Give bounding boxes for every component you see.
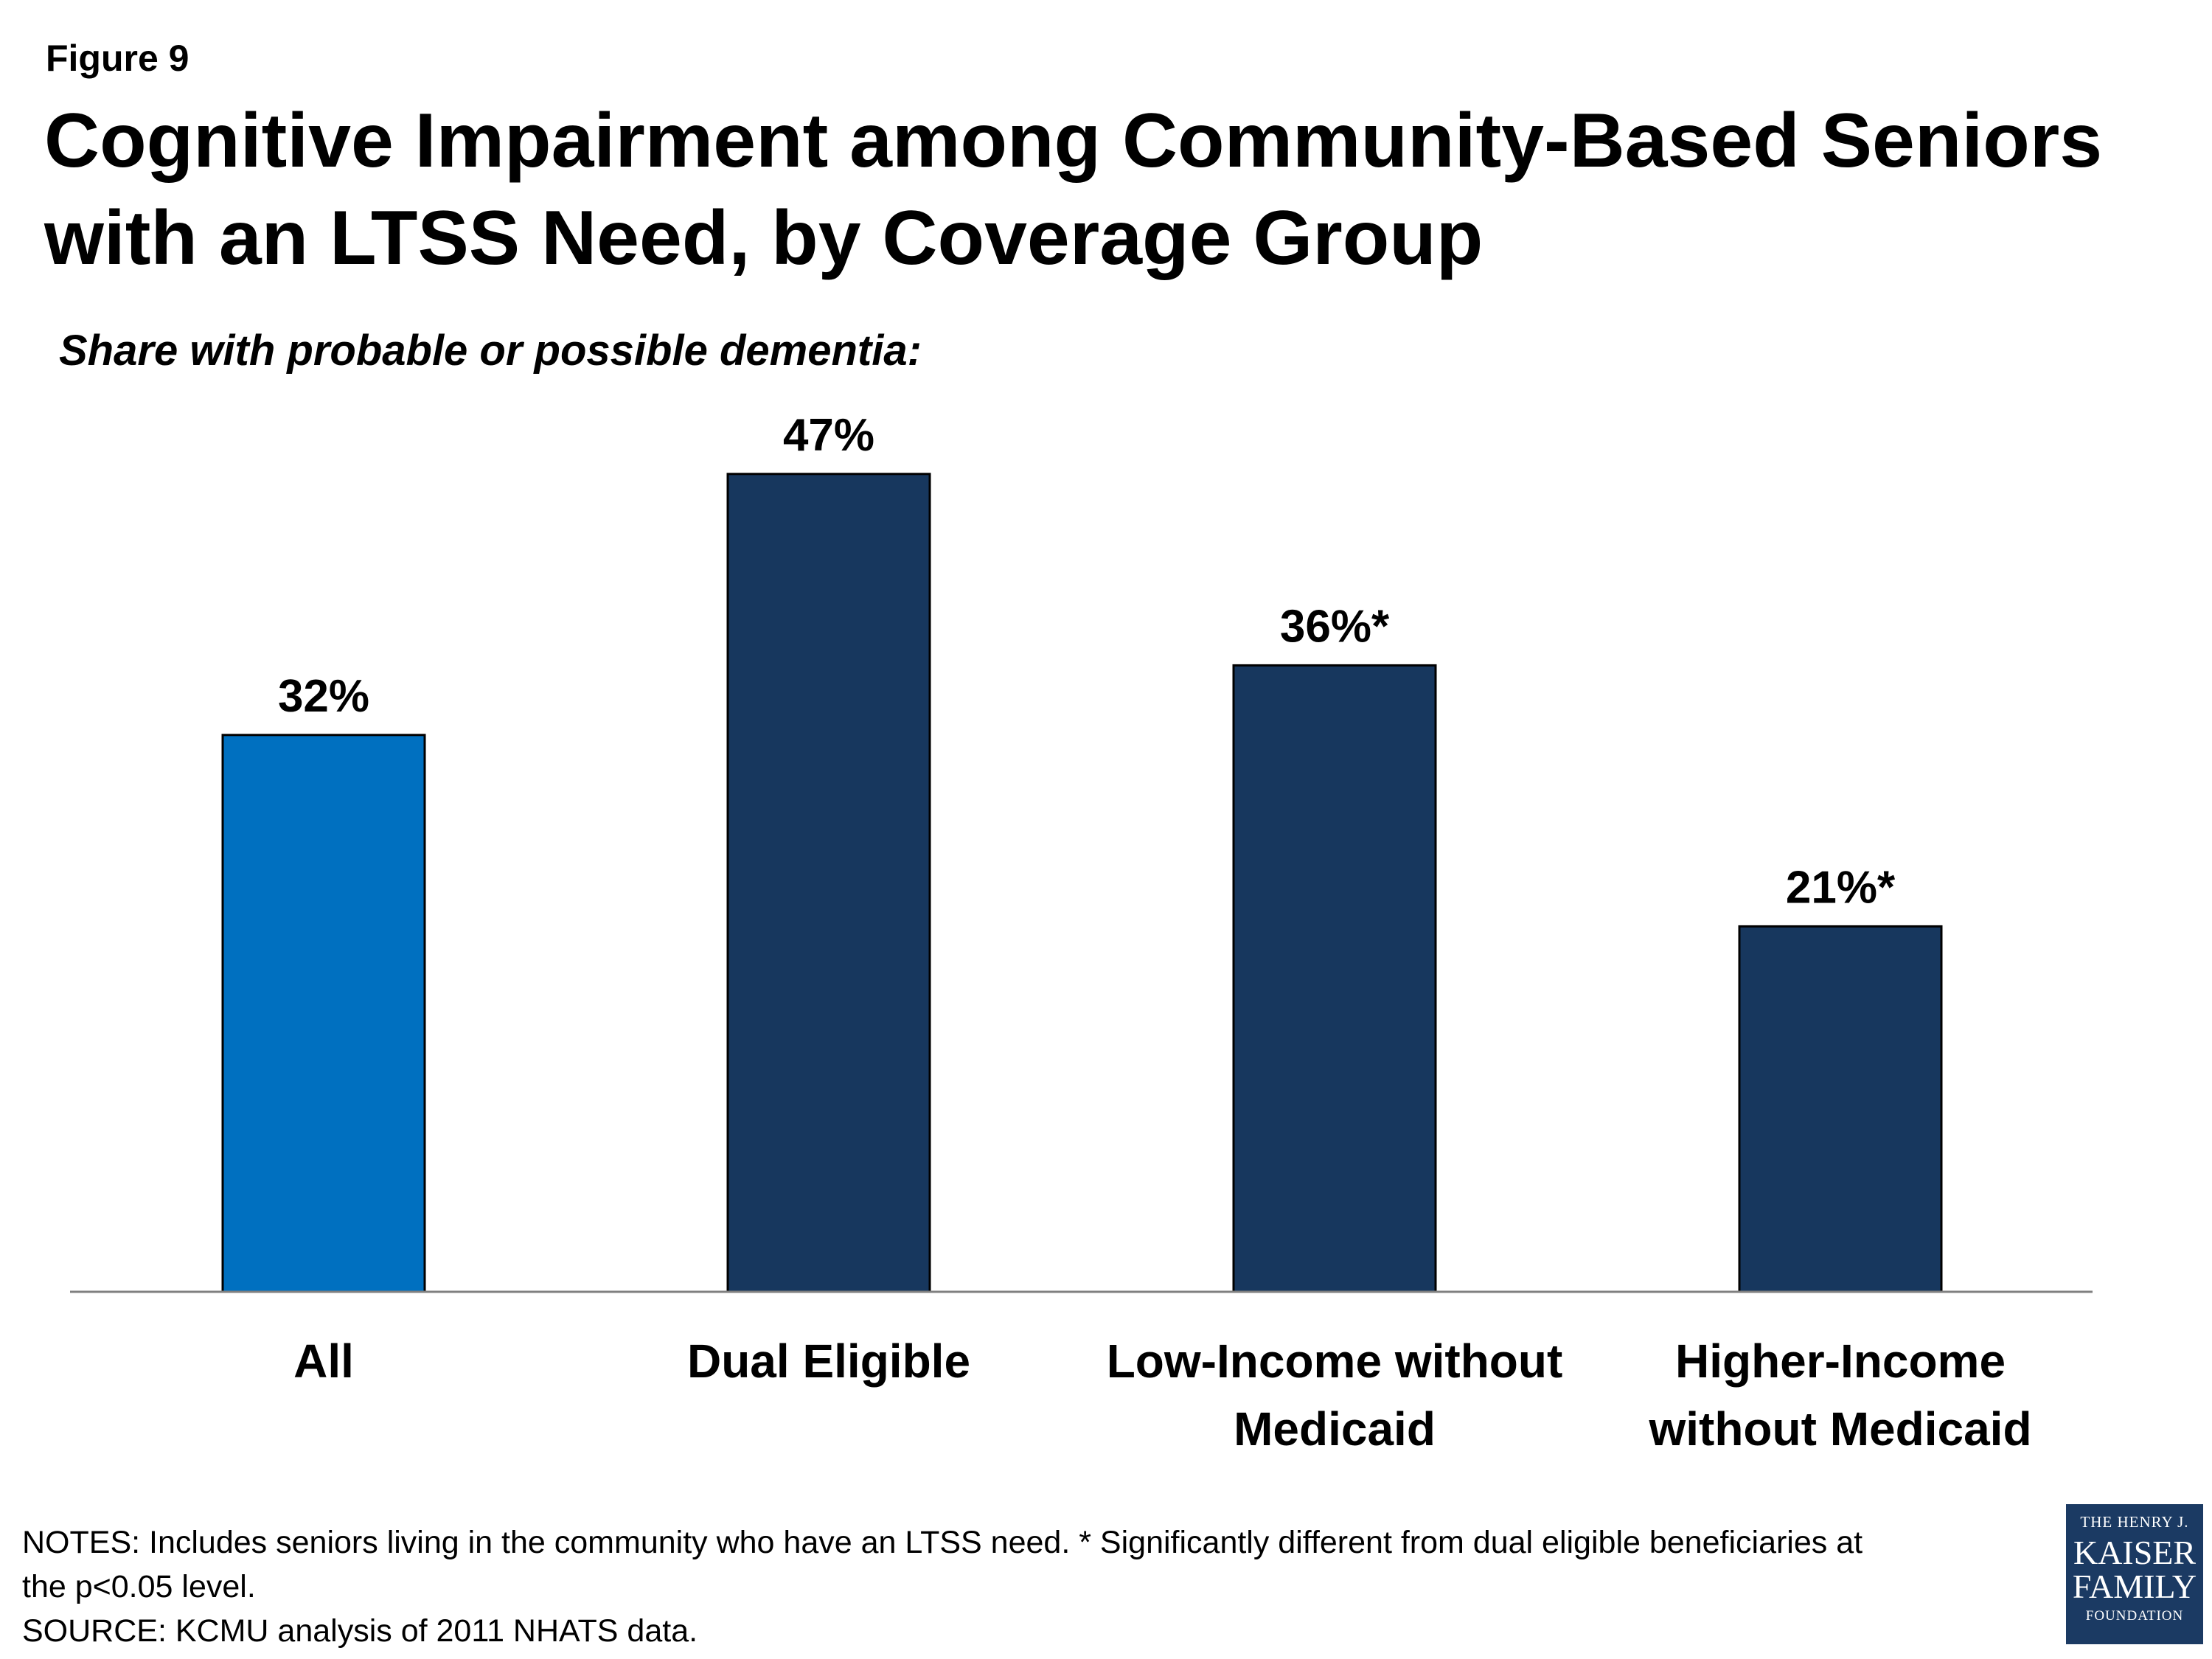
logo-line-4: FOUNDATION (2085, 1608, 2184, 1624)
notes-line-1: NOTES: Includes seniors living in the co… (22, 1525, 1863, 1560)
notes-block: NOTES: Includes seniors living in the co… (22, 1520, 2042, 1653)
source-line: SOURCE: KCMU analysis of 2011 NHATS data… (22, 1613, 698, 1649)
figure-label: Figure 9 (46, 38, 189, 79)
logo-line-1: THE HENRY J. (2080, 1513, 2189, 1531)
chart-title-line-2: with an LTSS Need, by Coverage Group (44, 195, 1484, 281)
data-label-3: 36%* (1280, 601, 1390, 652)
bar-2 (726, 473, 931, 1293)
notes-line-2: the p<0.05 level. (22, 1569, 256, 1604)
category-label-4-line-1: Higher-Income (1675, 1335, 2006, 1388)
category-label-3-line-1: Low-Income without (1107, 1335, 1563, 1388)
bar-4 (1738, 925, 1943, 1293)
category-label-2-line-1: Dual Eligible (687, 1335, 970, 1388)
data-label-2: 47% (783, 410, 874, 461)
bar-chart: 32% All 47% Dual Eligible 36%* Low-Income wit… (70, 410, 2093, 1455)
chart-title-line-1: Cognitive Impairment among Community-Bas… (44, 98, 2103, 184)
chart-subtitle: Share with probable or possible dementia… (59, 327, 922, 375)
bar-3 (1232, 664, 1437, 1293)
category-label-1-line-1: All (293, 1335, 354, 1388)
kaiser-logo: THE HENRY J. KAISER FAMILY FOUNDATION (2066, 1504, 2203, 1644)
logo-line-3: FAMILY (2072, 1568, 2197, 1605)
logo-line-2: KAISER (2073, 1534, 2197, 1571)
category-label-4-line-2: without Medicaid (1648, 1402, 2031, 1455)
chart-title: Cognitive Impairment among Community-Bas… (44, 92, 2168, 287)
bar-1 (221, 734, 426, 1293)
category-label-3-line-2: Medicaid (1234, 1402, 1436, 1455)
data-label-1: 32% (278, 671, 369, 722)
data-label-4: 21%* (1786, 862, 1896, 913)
